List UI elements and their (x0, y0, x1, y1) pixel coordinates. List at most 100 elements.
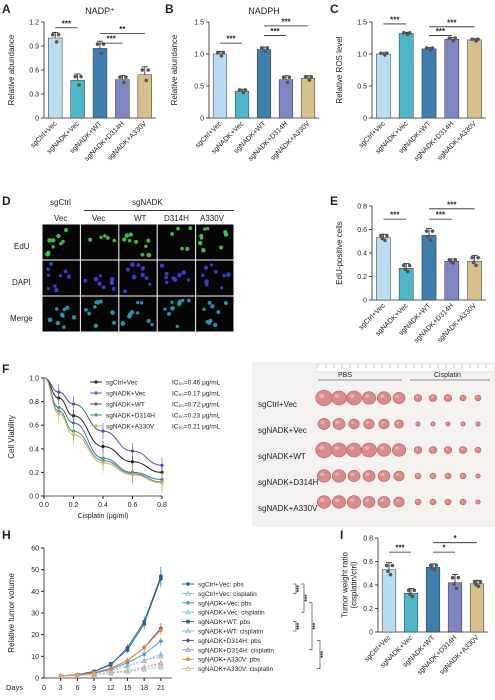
tumor (413, 394, 423, 402)
legend-label: sgNADK+D314H (106, 413, 155, 420)
cell-nucleus (61, 239, 65, 244)
cell-nucleus (47, 238, 53, 243)
panel-letter-h: H (2, 528, 11, 542)
cell-nucleus (120, 321, 126, 326)
tumor-highlight (445, 448, 449, 450)
data-point (309, 74, 314, 79)
tumor (393, 470, 405, 482)
data-point (430, 46, 435, 50)
cell-nucleus (54, 307, 59, 311)
data-point (401, 30, 406, 35)
cell-nucleus (216, 310, 221, 315)
significance-label: ** (119, 25, 126, 34)
cell-nucleus (53, 284, 57, 288)
panel-letter-c: C (330, 2, 339, 16)
legend-ic50: IC₅₀=0.72 μg/mL (172, 402, 221, 409)
data-point (450, 575, 455, 580)
data-point (453, 258, 458, 262)
legend-label: sgNADK+Vec (106, 391, 146, 398)
data-point (79, 74, 83, 79)
data-point (426, 235, 430, 239)
significance-label: *** (390, 15, 400, 24)
cell-nucleus (139, 301, 144, 305)
data-point (385, 233, 389, 238)
bar (444, 39, 460, 119)
bar (421, 48, 437, 119)
tumor (378, 418, 390, 430)
tumor (392, 392, 406, 404)
cell-nucleus (59, 312, 65, 317)
series-line (43, 377, 163, 484)
data-point (107, 669, 114, 675)
data-point (472, 579, 477, 584)
tumor-highlight (364, 394, 370, 398)
tumor-row-label-2: sgNADK+Vec (258, 426, 307, 435)
tumor (316, 469, 332, 483)
data-point (186, 657, 190, 661)
legend-label: sgNADK+A330V: pbs (198, 657, 261, 664)
cell-nucleus (47, 317, 53, 323)
tumor-highlight (430, 396, 434, 398)
tumor-highlight (334, 394, 340, 398)
x-tick-label: sgNADK+A330V (436, 302, 478, 344)
cell-nucleus (62, 307, 67, 312)
row-label-dapi: DAPI (12, 278, 31, 287)
data-point (158, 662, 164, 668)
tumor (415, 421, 421, 427)
data-point (185, 638, 191, 643)
bar (70, 80, 85, 119)
y-axis-label: Relative ROS level (335, 36, 344, 103)
cell-nucleus (172, 277, 178, 282)
data-point (390, 563, 395, 568)
cell-nucleus (147, 282, 152, 286)
tumor (443, 446, 453, 454)
tumor (346, 442, 362, 458)
tumor (315, 442, 333, 459)
tumor-highlight (461, 500, 464, 502)
data-point (160, 463, 164, 467)
y-tick-label: 0.6 (363, 559, 373, 566)
y-tick-label: 0 (369, 630, 373, 637)
data-point (470, 255, 474, 260)
label-pbs: PBS (338, 372, 353, 379)
cell-nucleus (130, 262, 135, 267)
bar (403, 592, 419, 633)
data-point (57, 390, 61, 394)
x-tick-label: sgNADK+D314H (84, 120, 126, 162)
tumor (429, 498, 437, 506)
data-point (185, 628, 191, 634)
cell-nucleus (129, 309, 135, 315)
chart-title: NADP⁺ (85, 6, 115, 16)
legend-ic50: IC₅₀=0.17 μg/mL (172, 391, 221, 398)
tumor-highlight (416, 474, 419, 476)
legend-label: sgNADK+Vec: cisplatin (198, 610, 265, 617)
data-point (159, 628, 163, 633)
data-point (428, 563, 433, 568)
cell-nucleus (223, 230, 228, 235)
significance-label: *** (395, 544, 405, 553)
significance-label: *** (390, 211, 400, 220)
cell-nucleus (127, 314, 132, 319)
legend-marker (94, 380, 98, 384)
significance-bracket (309, 602, 313, 651)
ruler (315, 363, 495, 373)
cell-nucleus (180, 298, 185, 303)
tumor-highlight (349, 446, 355, 450)
col-label-2: Vec (92, 214, 106, 223)
x-tick-label: 0.6 (128, 502, 138, 509)
tumor-highlight (319, 445, 325, 450)
legend-label: sgNADK+A330V: cisplatin (198, 666, 273, 673)
tumor (475, 473, 481, 479)
data-point (388, 572, 393, 577)
cell-nucleus (88, 237, 93, 242)
tumor-highlight (380, 421, 385, 424)
data-point (410, 594, 415, 599)
data-point (476, 255, 480, 260)
cell-nucleus (146, 238, 151, 243)
bar (115, 79, 130, 119)
data-point (74, 672, 81, 678)
y-tick-label: 20 (31, 632, 39, 639)
data-point (285, 80, 290, 85)
